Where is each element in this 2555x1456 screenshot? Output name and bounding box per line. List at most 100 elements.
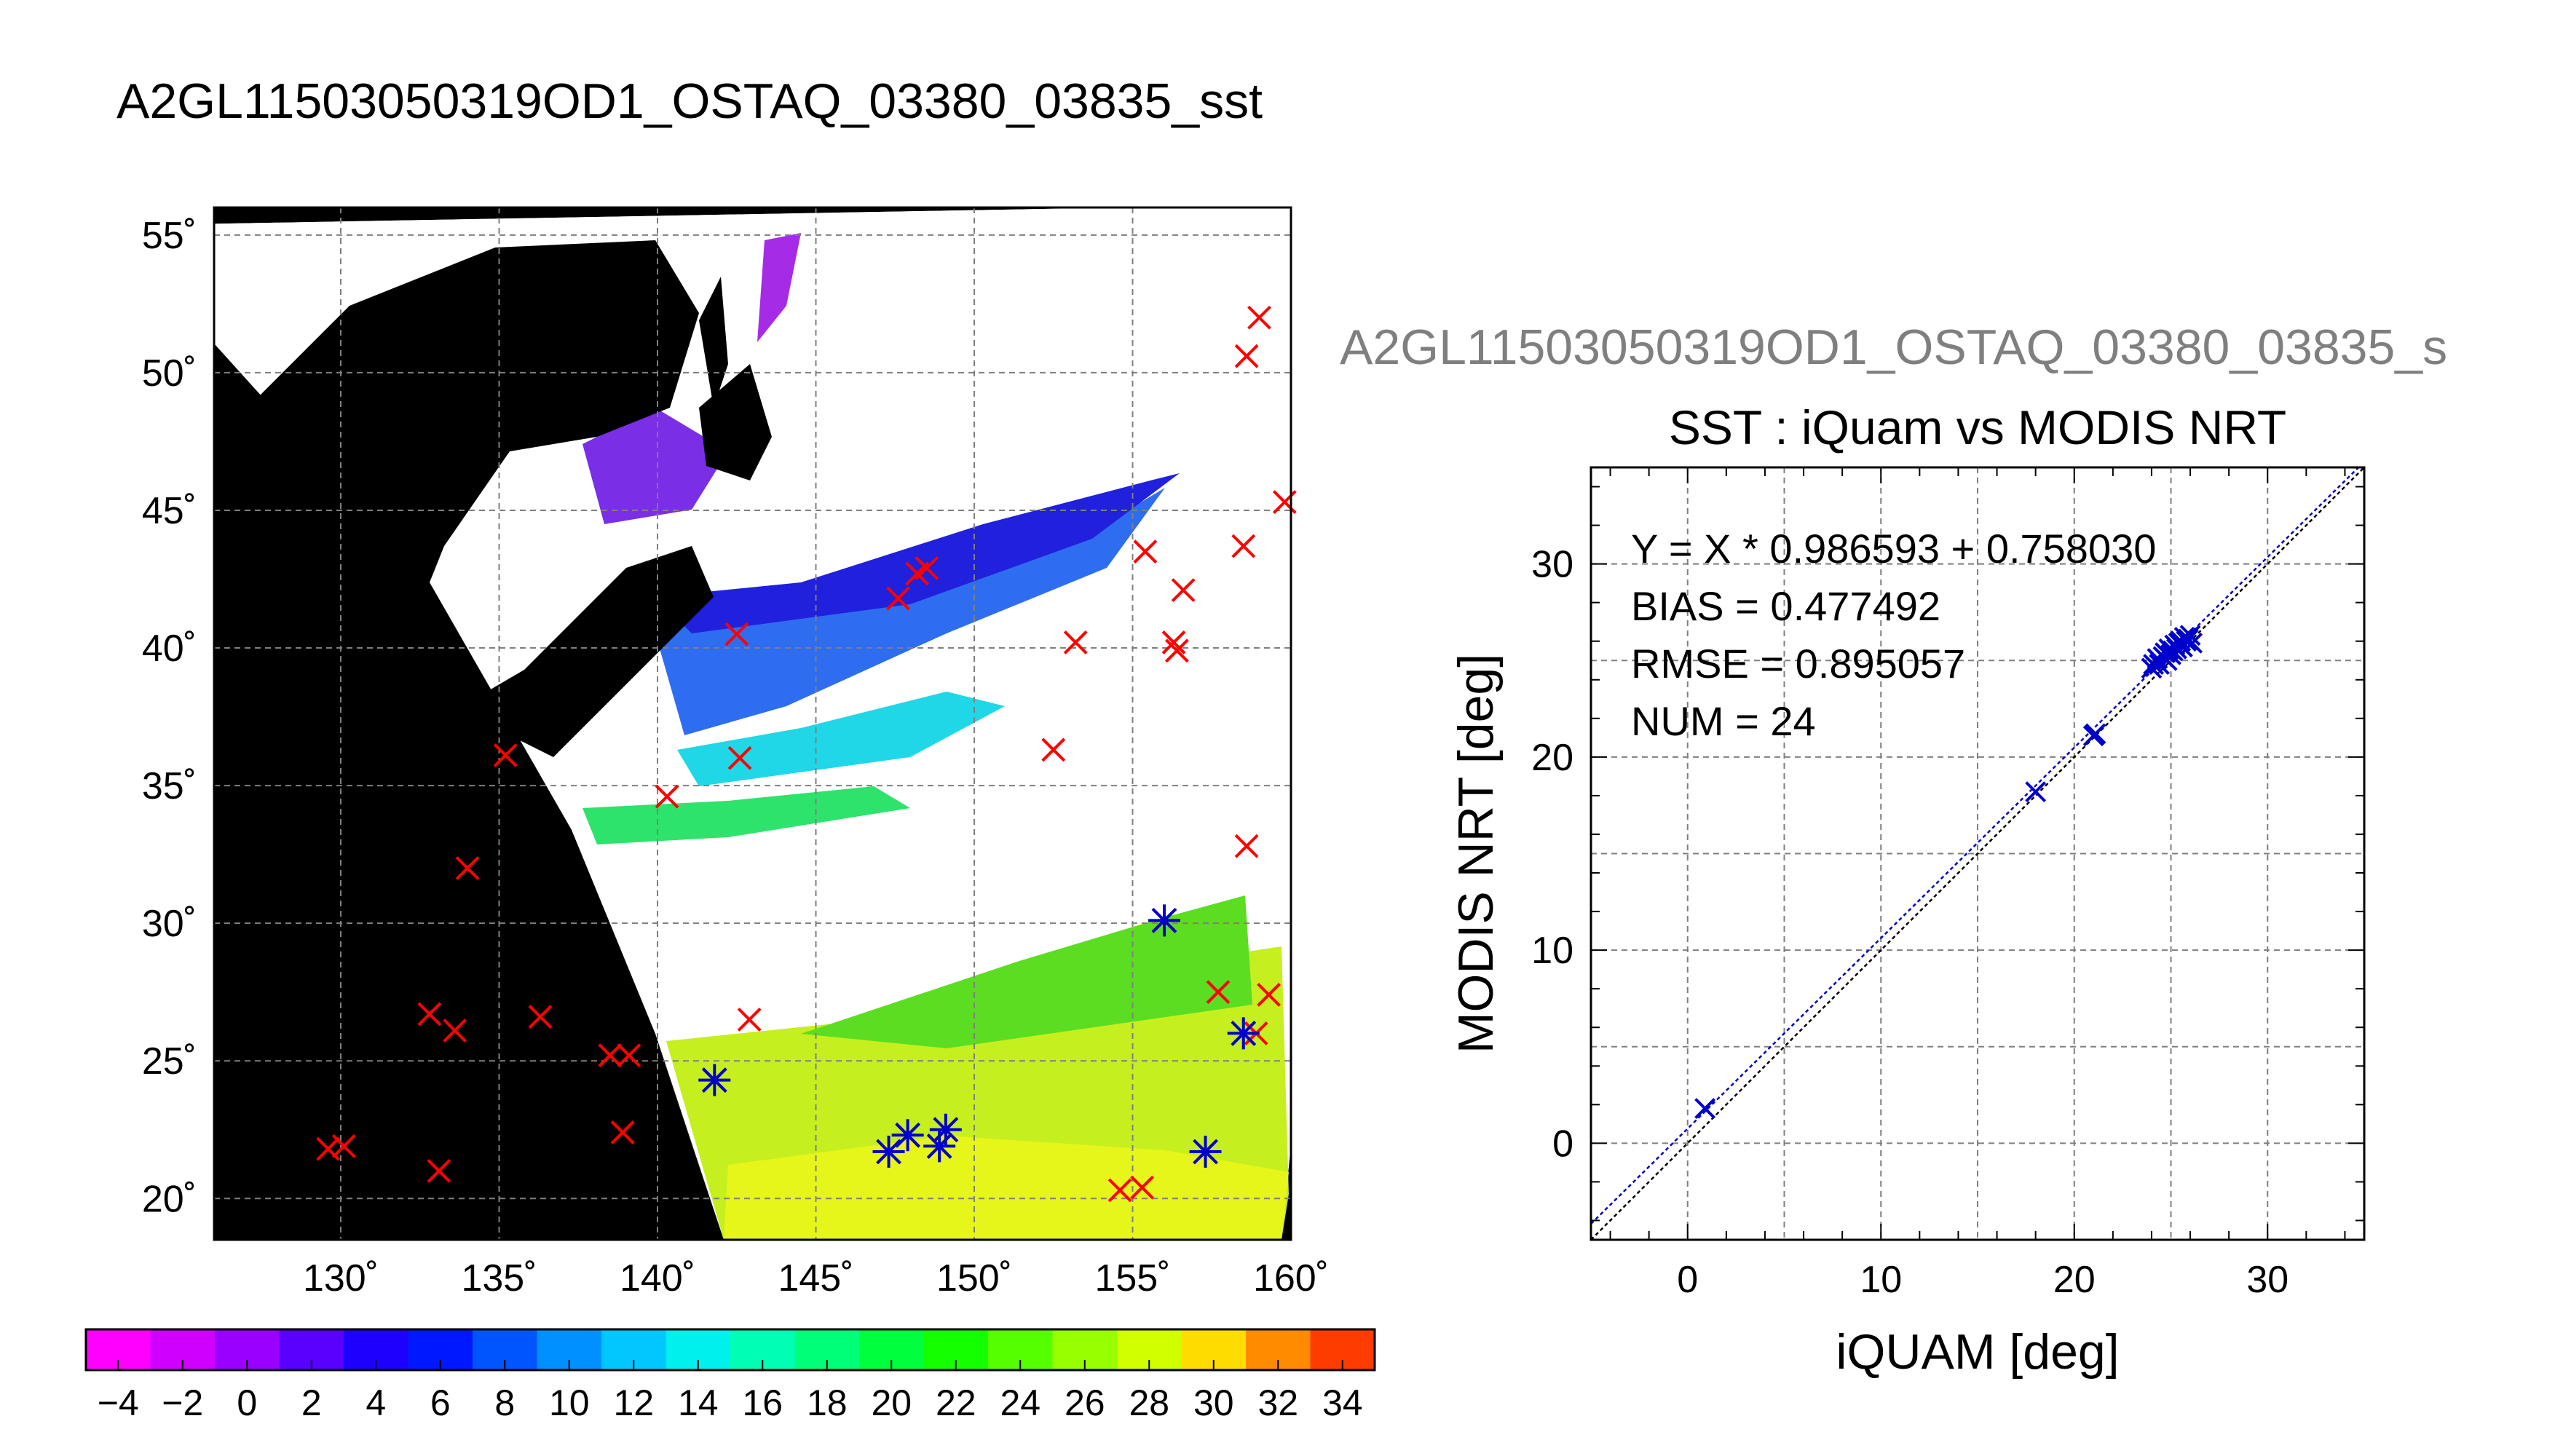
colorbar-tick-label: 6 [430,1382,451,1423]
map-x-tick-label: 150˚ [936,1257,1012,1299]
map-frame [213,206,1292,1241]
iquam-marker [1133,539,1158,564]
scatter-y-tick-label: 10 [1531,930,1573,972]
land-japan [437,546,714,757]
map-x-tick-label: 155˚ [1094,1257,1170,1299]
map-y-tick-label: 45˚ [142,490,197,532]
land-sakhalin [699,277,728,408]
colorbar-tick-label: −4 [98,1382,139,1423]
iquam-marker [724,622,749,646]
iquam-marker [1234,834,1259,858]
iquam-marker [1041,737,1066,762]
map-y-tick-label: 35˚ [142,765,197,807]
iquam-marker [331,1134,356,1158]
purple-sst-patch [583,408,728,524]
scatter-annotation: NUM = 24 [1631,698,1816,744]
scatter-point [2025,781,2047,803]
map-y-tick-label: 20˚ [142,1178,197,1220]
scatter-point [2085,723,2106,745]
map-x-tick-label: 145˚ [778,1257,853,1299]
iquam-marker [1161,630,1186,654]
identity-line [1591,467,2364,1240]
iquam-marker [1247,305,1271,330]
map-y-tick-label: 25˚ [142,1040,197,1083]
map-y-tick-label: 40˚ [142,628,197,670]
iquam-marker [1206,980,1231,1005]
scatter-annotation: RMSE = 0.895057 [1631,641,1965,687]
sst-scatter-plot: SST : iQuam vs MODIS NRT 0 10 20 30 0 10 20 30 Y … [1448,400,2366,1380]
violet-sst-patch [757,233,801,342]
iquam-marker [1164,638,1189,663]
iquam-marker [727,745,752,770]
colorbar-tick-label: 24 [1000,1382,1040,1423]
colorbar-frame [84,1328,1376,1372]
colorbar-tick-label: 30 [1193,1382,1234,1423]
iquam-marker [737,1008,762,1032]
sst-map: 130˚ 135˚ 140˚ 145˚ 150˚ 155˚ 160˚ 20˚ 25˚ 30˚ 35˚… [84,206,1376,1423]
iquam-marker [443,1018,467,1043]
iquam-marker [1231,534,1256,558]
map-x-tick-label: 135˚ [461,1257,537,1299]
iquam-marker [493,743,518,767]
scatter-frame [1590,466,2366,1241]
map-y-tick-label: 50˚ [142,352,197,395]
colorbar-tick-label: 14 [678,1382,719,1423]
matched-marker [929,1113,962,1146]
scatter-point [1694,1098,1716,1120]
iquam-marker [598,1043,623,1068]
map-x-tick-label: 130˚ [303,1257,379,1299]
colorbar-tick-label: −2 [162,1382,203,1423]
swath-top-edge [108,207,1143,248]
scatter-annotation: Y = X * 0.986593 + 0.758030 [1631,526,2156,571]
iquam-marker [1107,1178,1132,1203]
scatter-x-tick-label: 30 [2246,1259,2289,1301]
iquam-marker [610,1120,635,1144]
figure-title: A2GL11503050319OD1_OSTAQ_03380_03835_sst [117,74,1263,129]
iquam-marker [528,1005,553,1029]
scatter-x-tick-label: 0 [1677,1259,1698,1301]
colorbar-tick-label: 2 [301,1382,322,1423]
map-y-tick-label: 30˚ [142,903,197,945]
colorbar-tick-label: 26 [1065,1382,1105,1423]
scatter-x-tick-label: 20 [2053,1259,2096,1301]
cyan-sst-patch [677,692,1005,786]
matched-marker [1148,904,1180,937]
land-mainland [218,240,699,582]
iquam-marker [1171,578,1196,603]
scatter-annotation: BIAS = 0.477492 [1631,583,1940,629]
regression-fit-line [1591,467,2361,1225]
scatter-y-axis-label: MODIS NRT [deg] [1448,654,1504,1053]
iquam-marker [617,1043,641,1068]
matched-marker [872,1135,905,1168]
colorbar-tick-label: 8 [494,1382,515,1423]
scatter-y-tick-label: 20 [1531,737,1573,779]
map-x-tick-label: 160˚ [1253,1257,1329,1299]
iquam-marker [655,784,679,809]
colorbar-tick-label: 18 [807,1382,848,1423]
iquam-marker [455,856,480,880]
map-y-tick-label: 55˚ [142,215,197,257]
second-panel-title: A2GL11503050319OD1_OSTAQ_03380_03835_s [1340,320,2448,375]
scatter-point [2181,632,2203,654]
map-x-tick-label: 140˚ [620,1257,695,1299]
iquam-marker [1130,1175,1154,1200]
scatter-x-tick-label: 10 [1860,1259,1902,1301]
iquam-marker [915,555,939,580]
iquam-marker [1234,344,1259,368]
scatter-title: SST : iQuam vs MODIS NRT [1669,400,2286,454]
colorbar-tick-label: 20 [871,1382,912,1423]
iquam-marker [1257,983,1281,1007]
iquam-marker [1063,630,1088,654]
colorbar-tick-label: 32 [1257,1382,1298,1423]
scatter-y-tick-label: 0 [1552,1123,1573,1165]
matched-marker [1189,1135,1222,1168]
scatter-point [2179,625,2201,646]
colorbar-tick-label: 12 [613,1382,654,1423]
iquam-marker [886,586,911,611]
green-sst-patch [583,786,910,844]
scatter-x-axis-label: iQUAM [deg] [1836,1324,2119,1380]
matched-marker [1227,1017,1260,1050]
deep-blue-sst-patch [655,473,1180,633]
colorbar-tick-label: 4 [366,1382,386,1423]
